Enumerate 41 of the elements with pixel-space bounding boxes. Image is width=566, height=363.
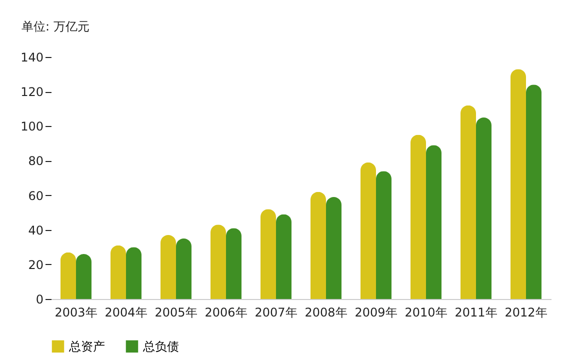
x-tick-label: 2008年 [304, 306, 348, 320]
bar [376, 171, 392, 299]
legend-label: 总负债 [142, 339, 179, 354]
x-tick-label: 2006年 [204, 306, 248, 320]
bar [176, 238, 192, 299]
bar [476, 118, 492, 299]
y-tick-label: 140 [20, 50, 44, 64]
bar [160, 235, 176, 299]
bar [310, 192, 326, 299]
x-tick-label: 2012年 [504, 306, 548, 320]
y-tick-label: 80 [28, 154, 44, 168]
bar [126, 247, 142, 299]
x-tick-label: 2009年 [354, 306, 398, 320]
y-axis-title: 单位: 万亿元 [22, 20, 90, 34]
bar [260, 209, 276, 299]
bar [510, 69, 526, 299]
bar [426, 145, 442, 299]
y-tick-label: 20 [28, 258, 44, 272]
bar [360, 162, 376, 299]
bar [526, 84, 542, 299]
y-tick-label: 100 [20, 120, 44, 134]
y-tick-label: 120 [20, 85, 44, 100]
bar [60, 252, 76, 299]
legend-label: 总资产 [68, 339, 105, 354]
bar [326, 197, 342, 299]
x-tick-label: 2004年 [104, 306, 148, 320]
x-tick-label: 2005年 [154, 306, 198, 320]
bar [226, 228, 242, 299]
y-tick-label: 60 [28, 188, 44, 203]
bar [110, 245, 126, 299]
x-tick-label: 2010年 [404, 306, 448, 320]
x-tick-label: 2003年 [54, 306, 98, 320]
y-tick-label: 40 [28, 223, 44, 238]
x-tick-label: 2011年 [454, 306, 498, 320]
y-tick-label: 0 [36, 292, 44, 306]
bar [276, 214, 292, 299]
bar [210, 224, 226, 299]
bar [410, 134, 426, 299]
bar [460, 105, 476, 299]
bar [76, 254, 92, 299]
x-tick-label: 2007年 [254, 306, 298, 320]
